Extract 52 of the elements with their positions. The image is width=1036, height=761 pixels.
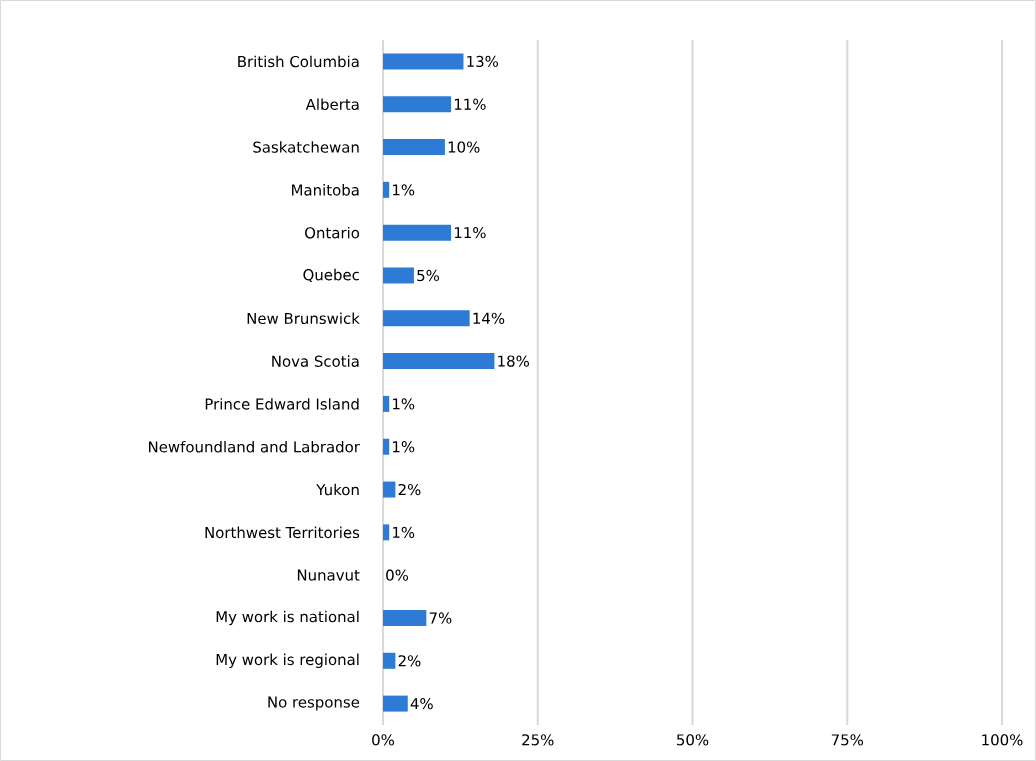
- data-label: 0%: [386, 569, 409, 581]
- data-label: 18%: [498, 355, 529, 367]
- y-tick-label: Ontario: [305, 226, 360, 239]
- bar: [383, 53, 464, 70]
- bar: [383, 652, 396, 669]
- x-tick-label: 100%: [982, 734, 1023, 746]
- y-tick-label: No response: [268, 696, 360, 711]
- y-tick-label: Alberta: [305, 98, 359, 111]
- bar: [383, 695, 408, 712]
- bar: [383, 395, 390, 412]
- data-label: 4%: [410, 697, 433, 710]
- y-tick-label: Prince Edward Island: [205, 398, 359, 410]
- data-label: 7%: [429, 612, 452, 624]
- x-tick-label: 50%: [677, 734, 709, 746]
- data-label: 10%: [448, 141, 480, 153]
- y-tick-label: My work is regional: [216, 653, 359, 669]
- x-tick-label: 75%: [831, 734, 864, 746]
- y-tick-label: Nova Scotia: [272, 355, 359, 367]
- y-tick-label: My work is national: [216, 610, 359, 626]
- y-tick-label: Nunavut: [297, 569, 360, 581]
- bar: [383, 353, 495, 370]
- data-label: 2%: [398, 655, 421, 667]
- data-label: 13%: [467, 55, 499, 68]
- y-tick-label: British Columbia: [238, 55, 359, 68]
- bar: [383, 267, 414, 284]
- y-tick-label: Yukon: [316, 483, 359, 496]
- data-label: 5%: [417, 269, 440, 282]
- y-tick-label: Manitoba: [292, 184, 359, 196]
- bar: [383, 524, 390, 541]
- bar: [383, 481, 396, 498]
- bar: [383, 181, 390, 198]
- data-label: 11%: [454, 227, 486, 239]
- data-label: 11%: [454, 98, 486, 110]
- data-label: 1%: [393, 184, 415, 196]
- x-tick-label: 25%: [522, 734, 554, 746]
- bar: [383, 96, 452, 113]
- data-label: 2%: [398, 483, 421, 496]
- bar: [383, 438, 390, 455]
- y-tick-label: New Brunswick: [247, 312, 360, 325]
- data-label: 14%: [473, 312, 505, 324]
- bar: [383, 224, 452, 241]
- x-tick-label: 0%: [372, 734, 395, 746]
- data-label: 1%: [393, 441, 415, 453]
- y-tick-label: Saskatchewan: [253, 141, 359, 153]
- data-label: 1%: [393, 526, 415, 539]
- y-tick-label: Northwest Territories: [205, 526, 360, 539]
- bar: [383, 609, 427, 626]
- bar: [383, 310, 470, 327]
- y-tick-label: Quebec: [303, 268, 359, 283]
- y-tick-label: Newfoundland and Labrador: [149, 440, 360, 453]
- data-label: 1%: [393, 398, 415, 410]
- bar: [383, 139, 445, 156]
